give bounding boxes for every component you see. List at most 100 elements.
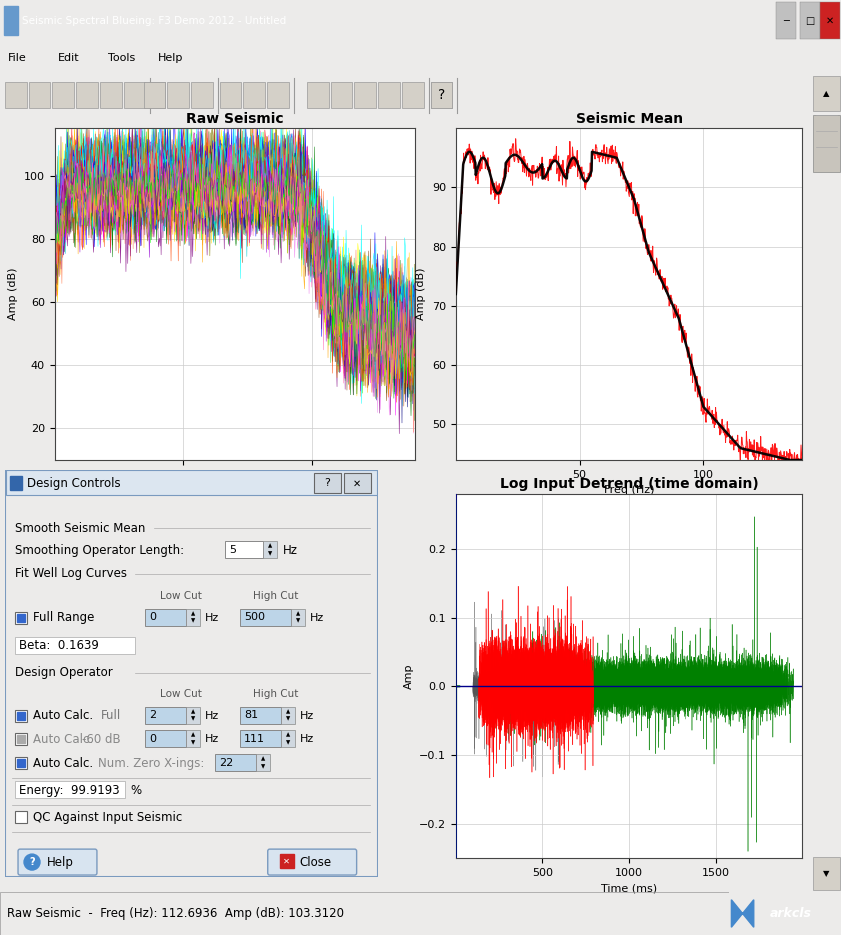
Y-axis label: Amp (dB): Amp (dB) [8,267,19,321]
Text: File: File [8,52,27,63]
Bar [240,609,291,626]
Bar [214,755,256,771]
Text: 5: 5 [229,544,235,554]
Text: ▼: ▼ [286,716,290,721]
Text: Low Cut: Low Cut [160,591,202,601]
Bar [17,759,25,768]
Bar [15,611,27,624]
Y-axis label: Amp (dB): Amp (dB) [416,267,426,321]
Text: ▼: ▼ [191,619,195,624]
Y-axis label: Amp: Amp [404,663,414,689]
Text: QC Against Input Seismic: QC Against Input Seismic [33,811,182,824]
Bar [191,82,213,108]
X-axis label: Freq (Hz): Freq (Hz) [604,485,654,496]
Text: ▲: ▲ [191,733,195,738]
Text: 500: 500 [244,612,265,623]
Bar [52,82,74,108]
Text: ▲: ▲ [261,756,265,762]
Bar [145,707,186,724]
FancyBboxPatch shape [314,473,341,494]
Text: ─: ─ [783,16,789,25]
Bar [124,82,145,108]
Bar [17,712,25,720]
Text: Design Operator: Design Operator [15,666,113,679]
Bar [431,82,452,108]
Text: Full Range: Full Range [33,611,94,625]
Text: 0: 0 [149,734,156,744]
Bar [307,82,329,108]
Bar [776,2,796,39]
Text: Hz: Hz [309,612,324,623]
Bar [813,856,839,889]
FancyBboxPatch shape [344,473,371,494]
Bar [144,82,166,108]
Text: 22: 22 [219,758,233,768]
Text: Hz: Hz [283,543,298,556]
Bar [186,609,200,626]
Text: ▼: ▼ [191,716,195,721]
Text: Beta:  0.1639: Beta: 0.1639 [19,640,99,653]
Bar [813,115,839,172]
Text: Smooth Seismic Mean: Smooth Seismic Mean [15,522,145,535]
Text: ▼: ▼ [295,619,300,624]
Bar [281,730,294,747]
Text: 0: 0 [149,612,156,623]
Text: ▼: ▼ [286,741,290,745]
Bar [145,730,186,747]
Text: ▼: ▼ [823,869,829,878]
Text: Help: Help [47,856,74,869]
Text: ?: ? [324,479,330,488]
Title: Seismic Mean: Seismic Mean [575,111,683,125]
Text: Full: Full [101,709,121,722]
Bar [280,854,294,868]
Text: ✕: ✕ [283,856,290,866]
Bar [431,82,452,108]
Bar [144,82,166,108]
Text: Help: Help [158,52,183,63]
Polygon shape [732,899,754,928]
Bar [6,470,377,496]
Text: 2: 2 [149,710,156,720]
Text: Tools: Tools [108,52,135,63]
Text: Energy:  99.9193: Energy: 99.9193 [19,784,119,797]
Text: Auto Calc.: Auto Calc. [33,757,93,770]
FancyBboxPatch shape [267,849,357,875]
Bar [378,82,399,108]
Bar [145,609,186,626]
Text: %: % [130,784,141,797]
Bar [15,812,27,823]
Bar [10,476,22,490]
Bar [4,7,18,35]
Bar [291,609,304,626]
Text: ▲: ▲ [823,89,829,98]
Bar [15,733,27,745]
Bar [220,82,241,108]
Text: ▼: ▼ [191,741,195,745]
Title: Raw Seismic: Raw Seismic [186,111,283,125]
Text: Raw Seismic  -  Freq (Hz): 112.6936  Amp (dB): 103.3120: Raw Seismic - Freq (Hz): 112.6936 Amp (d… [8,907,344,920]
Text: Low Cut: Low Cut [160,688,202,698]
Bar [77,82,98,108]
Bar [15,782,125,798]
Bar [15,710,27,722]
Text: Auto Calc.: Auto Calc. [33,733,93,746]
Text: ▼: ▼ [261,764,265,770]
Text: Design Controls: Design Controls [27,477,120,490]
Bar [240,730,281,747]
Text: ▼: ▼ [267,551,272,555]
Bar [240,707,281,724]
Bar [402,82,424,108]
Text: Num. Zero X-ings:: Num. Zero X-ings: [98,757,205,770]
Bar [186,707,200,724]
Text: ▲: ▲ [267,543,272,548]
Text: ▲: ▲ [191,709,195,713]
Text: Hz: Hz [205,711,219,721]
Text: Close: Close [299,856,332,869]
Text: ✕: ✕ [826,16,834,25]
Text: High Cut: High Cut [253,688,298,698]
Bar [281,707,294,724]
Bar [800,2,820,39]
Text: Hz: Hz [299,735,314,744]
Text: 111: 111 [244,734,265,744]
Bar [225,541,262,558]
